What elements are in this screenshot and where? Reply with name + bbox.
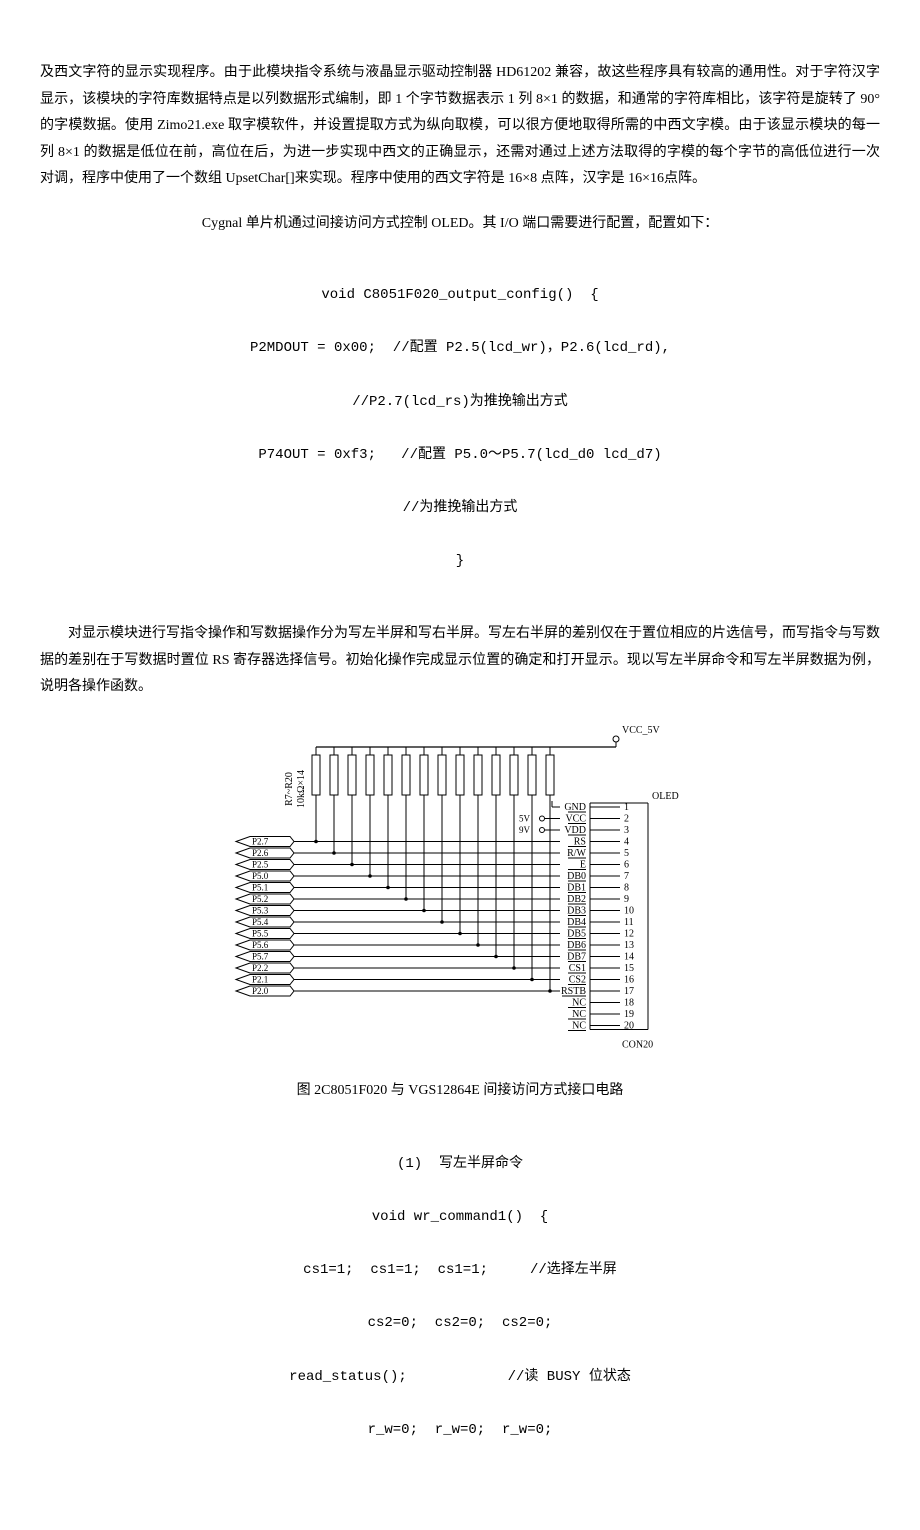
svg-text:CS1: CS1 [569, 963, 586, 974]
svg-text:P2.7: P2.7 [252, 837, 269, 847]
svg-text:NC: NC [572, 1009, 586, 1020]
svg-text:3: 3 [624, 825, 629, 836]
svg-text:8: 8 [624, 883, 629, 894]
paragraph-1: 及西文字符的显示实现程序。由于此模块指令系统与液晶显示驱动控制器 HD61202… [40, 60, 880, 193]
svg-text:15: 15 [624, 963, 634, 974]
svg-text:5: 5 [624, 848, 629, 859]
code-line: P74OUT = 0xf3; //配置 P5.0～P5.7(lcd_d0 lcd… [40, 442, 880, 469]
code-line: void C8051F020_output_config() { [40, 282, 880, 309]
svg-text:VCC_5V: VCC_5V [622, 725, 661, 736]
svg-text:DB0: DB0 [567, 871, 586, 882]
code-line: (1) 写左半屏命令 [40, 1151, 880, 1178]
code-line: } [40, 548, 880, 575]
svg-text:17: 17 [624, 986, 634, 997]
svg-text:NC: NC [572, 1021, 586, 1032]
code-block-2: (1) 写左半屏命令 void wr_command1() { cs1=1; c… [40, 1124, 880, 1470]
svg-text:10kΩ×14: 10kΩ×14 [296, 770, 307, 808]
svg-text:9: 9 [624, 894, 629, 905]
svg-text:7: 7 [624, 871, 629, 882]
svg-text:9V: 9V [519, 825, 531, 835]
figure-caption: 图 2C8051F020 与 VGS12864E 间接访问方式接口电路 [40, 1078, 880, 1105]
svg-text:2: 2 [624, 814, 629, 825]
svg-text:18: 18 [624, 998, 634, 1009]
svg-text:OLED: OLED [652, 791, 679, 802]
svg-text:P2.6: P2.6 [252, 848, 269, 858]
circuit-diagram: VCC_5V R7~R2010kΩ×14 OLED GND 1 VCC 2 VDD 3 RS 4 R/… [40, 719, 880, 1070]
svg-text:GND: GND [564, 802, 586, 813]
svg-text:P5.2: P5.2 [252, 894, 268, 904]
svg-text:CON20: CON20 [622, 1040, 653, 1051]
svg-text:DB4: DB4 [567, 917, 586, 928]
svg-text:P2.0: P2.0 [252, 986, 269, 996]
svg-text:P5.5: P5.5 [252, 929, 269, 939]
svg-text:P5.3: P5.3 [252, 906, 269, 916]
svg-text:RS: RS [574, 837, 586, 848]
code-line: P2MDOUT = 0x00; //配置 P2.5(lcd_wr)，P2.6(l… [40, 335, 880, 362]
svg-text:16: 16 [624, 975, 634, 986]
code-line: void wr_command1() { [40, 1204, 880, 1231]
code-line: r_w=0; r_w=0; r_w=0; [40, 1417, 880, 1444]
svg-text:P5.7: P5.7 [252, 952, 269, 962]
svg-text:CS2: CS2 [569, 975, 586, 986]
svg-text:DB3: DB3 [567, 906, 586, 917]
svg-text:VDD: VDD [564, 825, 586, 836]
svg-text:DB5: DB5 [567, 929, 586, 940]
code-line: read_status(); //读 BUSY 位状态 [40, 1364, 880, 1391]
svg-text:11: 11 [624, 917, 634, 928]
code-block-1: void C8051F020_output_config() { P2MDOUT… [40, 256, 880, 602]
svg-text:P5.4: P5.4 [252, 917, 269, 927]
svg-text:DB6: DB6 [567, 940, 586, 951]
code-line: cs1=1; cs1=1; cs1=1; //选择左半屏 [40, 1257, 880, 1284]
svg-text:6: 6 [624, 860, 629, 871]
svg-text:P5.0: P5.0 [252, 871, 269, 881]
svg-text:12: 12 [624, 929, 634, 940]
svg-text:RSTB: RSTB [561, 986, 586, 997]
svg-text:4: 4 [624, 837, 629, 848]
svg-text:P2.1: P2.1 [252, 975, 268, 985]
code-line: cs2=0; cs2=0; cs2=0; [40, 1310, 880, 1337]
svg-text:P2.2: P2.2 [252, 963, 268, 973]
svg-text:10: 10 [624, 906, 634, 917]
paragraph-3: 对显示模块进行写指令操作和写数据操作分为写左半屏和写右半屏。写左右半屏的差别仅在… [40, 621, 880, 701]
code-line: //为推挽输出方式 [40, 495, 880, 522]
svg-text:P2.5: P2.5 [252, 860, 269, 870]
svg-text:DB7: DB7 [567, 952, 586, 963]
svg-text:5V: 5V [519, 814, 531, 824]
code-line: //P2.7(lcd_rs)为推挽输出方式 [40, 389, 880, 416]
svg-text:19: 19 [624, 1009, 634, 1020]
svg-text:NC: NC [572, 998, 586, 1009]
svg-text:P5.6: P5.6 [252, 940, 269, 950]
svg-text:R7~R20: R7~R20 [284, 772, 295, 806]
svg-text:DB2: DB2 [567, 894, 586, 905]
svg-text:P5.1: P5.1 [252, 883, 268, 893]
svg-text:14: 14 [624, 952, 634, 963]
svg-text:R/W: R/W [567, 848, 586, 859]
svg-text:1: 1 [624, 802, 629, 813]
svg-text:VCC: VCC [565, 814, 586, 825]
svg-text:13: 13 [624, 940, 634, 951]
paragraph-2: Cygnal 单片机通过间接访问方式控制 OLED。其 I/O 端口需要进行配置… [40, 211, 880, 238]
svg-text:DB1: DB1 [567, 883, 586, 894]
svg-text:E: E [580, 860, 586, 871]
